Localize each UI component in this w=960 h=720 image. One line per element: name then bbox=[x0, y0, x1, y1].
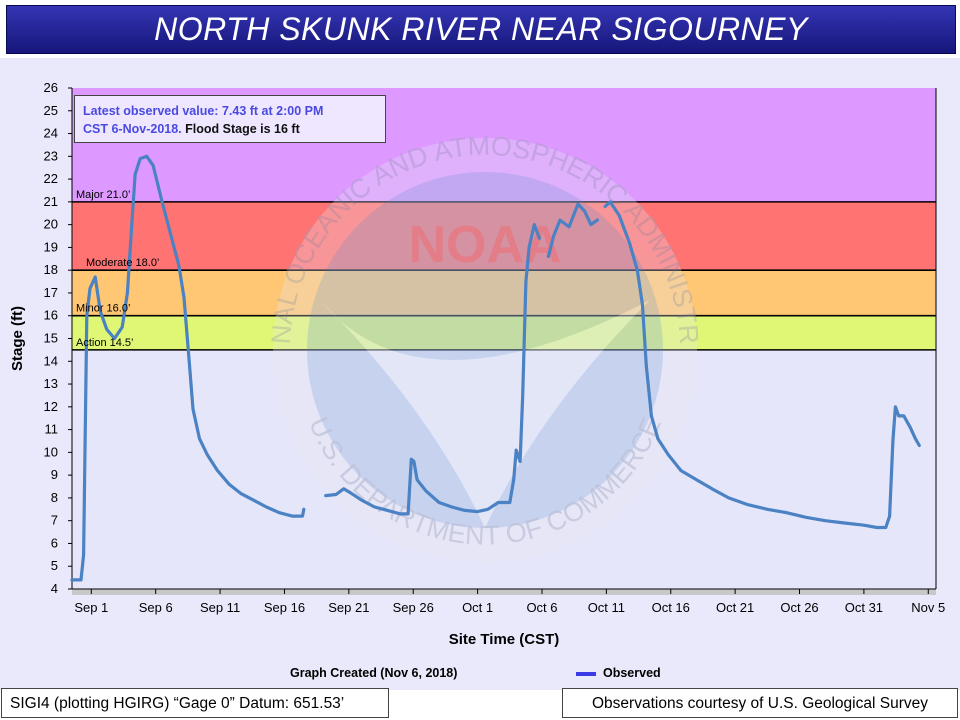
x-tick-label: Oct 31 bbox=[845, 600, 883, 615]
x-tick-label: Sep 16 bbox=[264, 600, 305, 615]
x-tick-label: Oct 16 bbox=[652, 600, 690, 615]
observed-line-segment bbox=[603, 200, 921, 530]
y-tick-label: 21 bbox=[44, 194, 58, 209]
datum-info: SIGI4 (plotting HGIRG) “Gage 0” Datum: 6… bbox=[1, 688, 389, 718]
x-tick-label: Oct 26 bbox=[780, 600, 818, 615]
axis-labels: Major 21.0’ Moderate 18.0’ Minor 16.0’ Acti… bbox=[9, 80, 945, 648]
x-tick-label: Oct 6 bbox=[526, 600, 557, 615]
y-tick-label: 7 bbox=[51, 513, 58, 528]
y-tick-label: 11 bbox=[45, 422, 59, 437]
legend-observed-label: Observed bbox=[603, 666, 661, 680]
x-tick-label: Nov 5 bbox=[911, 600, 945, 615]
x-tick-label: Sep 21 bbox=[328, 600, 369, 615]
y-tick-label: 18 bbox=[44, 262, 58, 277]
y-tick-label: 13 bbox=[44, 376, 58, 391]
band-moderate bbox=[72, 201, 936, 271]
threshold-label-minor: Minor 16.0’ bbox=[76, 303, 130, 315]
band-action bbox=[72, 315, 936, 350]
y-tick-label: 25 bbox=[44, 103, 58, 118]
watermark-outer-ring bbox=[273, 138, 697, 562]
title-bar: NORTH SKUNK RIVER NEAR SIGOURNEY bbox=[6, 5, 956, 54]
y-tick-label: 9 bbox=[51, 467, 58, 482]
graph-created-label: Graph Created (Nov 6, 2018) bbox=[290, 666, 458, 680]
watermark-bird bbox=[320, 300, 650, 528]
y-tick-label: 12 bbox=[44, 399, 58, 414]
flood-stage-note: Flood Stage is 16 ft bbox=[181, 122, 300, 136]
x-tick-label: Oct 21 bbox=[716, 600, 754, 615]
threshold-label-action: Action 14.5’ bbox=[76, 337, 133, 349]
x-tick-label: Sep 26 bbox=[393, 600, 434, 615]
y-tick-label: 23 bbox=[44, 148, 58, 163]
y-tick-label: 22 bbox=[44, 171, 58, 186]
legend-observed-swatch bbox=[576, 672, 596, 676]
source-credit: Observations courtesy of U.S. Geological… bbox=[562, 688, 958, 718]
x-tick-label: Sep 11 bbox=[200, 600, 240, 615]
latest-observation-date: CST 6-Nov-2018. bbox=[83, 122, 182, 136]
observed-line-segment bbox=[546, 202, 599, 259]
chart-title: NORTH SKUNK RIVER NEAR SIGOURNEY bbox=[154, 11, 808, 47]
observed-line-segment bbox=[324, 223, 541, 516]
observed-series bbox=[70, 154, 921, 582]
plot-floor bbox=[72, 589, 936, 595]
y-tick-label: 15 bbox=[44, 331, 58, 346]
y-tick-label: 5 bbox=[51, 558, 58, 573]
y-tick-label: 10 bbox=[44, 444, 58, 459]
watermark-inner-disc bbox=[307, 172, 663, 528]
x-tick-label: Oct 1 bbox=[462, 600, 493, 615]
y-tick-label: 24 bbox=[44, 126, 58, 141]
latest-observation-line1: Latest observed value: 7.43 ft at 2:00 P… bbox=[83, 104, 324, 118]
y-axis-title: Stage (ft) bbox=[9, 306, 26, 371]
y-tick-label: 14 bbox=[44, 353, 58, 368]
y-tick-label: 8 bbox=[51, 490, 58, 505]
axes bbox=[68, 87, 937, 595]
y-tick-label: 4 bbox=[51, 581, 58, 596]
y-tick-label: 20 bbox=[44, 217, 58, 232]
threshold-label-major: Major 21.0’ bbox=[76, 189, 130, 201]
watermark-logo: NOAA bbox=[408, 216, 561, 274]
y-tick-label: 17 bbox=[44, 285, 58, 300]
y-tick-label: 6 bbox=[51, 535, 58, 550]
x-tick-label: Sep 1 bbox=[74, 600, 108, 615]
x-tick-label: Sep 6 bbox=[139, 600, 173, 615]
band-minor bbox=[72, 270, 936, 316]
x-tick-label: Oct 11 bbox=[588, 600, 625, 615]
y-tick-label: 16 bbox=[44, 308, 58, 323]
latest-observation-box: Latest observed value: 7.43 ft at 2:00 P… bbox=[74, 95, 386, 143]
threshold-label-moderate: Moderate 18.0’ bbox=[86, 257, 159, 269]
observed-line-segment bbox=[70, 154, 306, 582]
y-tick-label: 26 bbox=[44, 80, 58, 95]
y-tick-label: 19 bbox=[44, 239, 58, 254]
x-axis-title: Site Time (CST) bbox=[449, 631, 560, 648]
